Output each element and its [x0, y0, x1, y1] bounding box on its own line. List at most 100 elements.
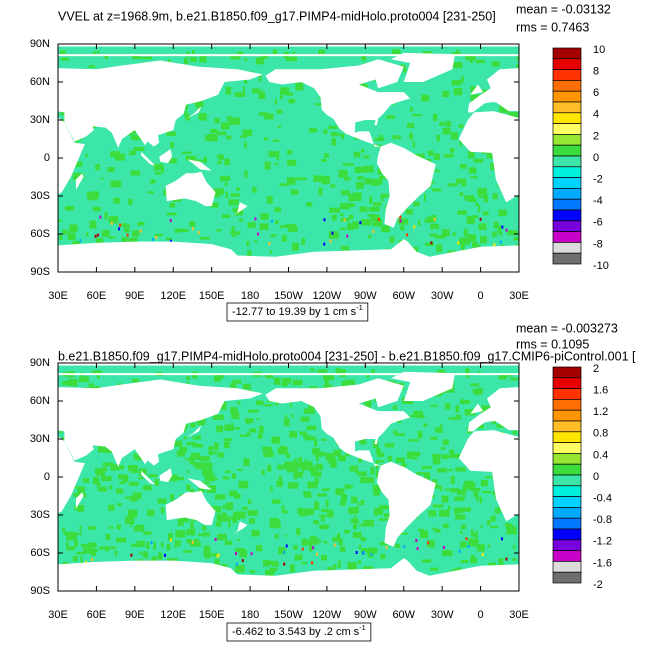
field-patch [132, 492, 142, 500]
land [458, 430, 519, 522]
field-patch [190, 489, 195, 495]
field-patch [412, 456, 418, 460]
field-patch [207, 451, 217, 455]
field-patch [196, 418, 205, 426]
lon-label: 60W [392, 290, 415, 302]
field-patch [374, 137, 385, 142]
field-patch [131, 378, 140, 383]
field-patch [157, 498, 167, 504]
field-patch [318, 49, 326, 55]
field-patch [186, 484, 191, 491]
land [537, 173, 545, 190]
field-patch [138, 477, 144, 480]
field-patch [491, 231, 497, 237]
field-patch [94, 234, 97, 238]
field-patch [166, 212, 177, 216]
lon-label: 150E [199, 290, 225, 302]
field-patch [254, 217, 257, 221]
field-patch [121, 477, 129, 483]
land [187, 478, 212, 490]
lat-label: 60N [30, 76, 50, 88]
field-patch [116, 503, 122, 507]
field-patch [231, 473, 236, 480]
field-patch [274, 207, 281, 213]
field-patch [419, 472, 431, 475]
field-patch [427, 541, 430, 545]
field-patch [62, 527, 66, 533]
field-patch [476, 424, 484, 429]
field-patch [217, 452, 225, 458]
field-patch [322, 488, 330, 491]
field-patch [442, 550, 453, 557]
field-patch [376, 452, 385, 458]
field-patch [143, 531, 152, 535]
field-patch [260, 213, 269, 220]
field-patch [353, 192, 362, 198]
field-patch [124, 496, 134, 499]
field-patch [235, 562, 238, 566]
field-patch [139, 551, 143, 555]
field-patch [341, 380, 348, 388]
field-patch [109, 485, 113, 490]
field-patch [247, 222, 256, 228]
field-patch [237, 539, 241, 542]
field-patch [460, 507, 471, 512]
lon-label: 60E [87, 609, 107, 621]
field-patch [470, 94, 481, 101]
field-patch [79, 239, 82, 243]
colorbar-label: 2 [593, 130, 599, 142]
field-patch [181, 151, 192, 154]
field-patch [76, 139, 79, 144]
field-patch [189, 422, 196, 428]
field-patch [470, 176, 478, 179]
field-patch [95, 238, 104, 244]
land [165, 490, 216, 526]
field-patch [464, 195, 475, 199]
lon-label: 180 [241, 609, 259, 621]
field-patch [302, 540, 312, 546]
field-patch [314, 438, 318, 447]
field-patch [358, 544, 362, 549]
field-patch [136, 540, 145, 547]
field-patch [131, 230, 140, 237]
field-patch [284, 534, 288, 537]
field-patch [104, 211, 108, 220]
lon-label: 60E [87, 290, 107, 302]
field-patch [235, 565, 245, 573]
field-patch [492, 421, 496, 425]
field-patch [468, 150, 475, 159]
field-patch [461, 400, 471, 405]
field-patch [199, 54, 207, 63]
field-patch [316, 552, 319, 556]
field-patch [429, 567, 439, 571]
field-patch [58, 219, 62, 222]
field-patch [95, 548, 99, 552]
field-patch [417, 220, 421, 226]
field-patch [458, 124, 464, 129]
field-patch [148, 474, 158, 478]
field-patch [341, 135, 345, 140]
field-patch [192, 371, 198, 379]
field-patch [90, 558, 93, 562]
lat-label: 30S [30, 190, 50, 202]
field-patch [189, 456, 194, 464]
field-patch [460, 530, 463, 534]
field-patch [283, 550, 286, 554]
colorbar-box [552, 112, 582, 124]
field-patch [255, 57, 265, 65]
field-patch [518, 499, 519, 507]
field-patch [326, 509, 334, 518]
field-patch [202, 468, 213, 476]
field-patch [318, 540, 322, 543]
field-patch [236, 412, 239, 420]
field-patch [343, 177, 349, 181]
field-patch [332, 537, 341, 542]
caption: -12.77 to 19.39 by 1 cm s-1 [232, 303, 363, 318]
field-patch [249, 428, 257, 433]
field-patch [381, 194, 384, 202]
field-patch [185, 113, 190, 121]
polar-cap [58, 54, 519, 57]
field-patch [168, 474, 178, 482]
field-patch [119, 481, 125, 485]
field-patch [380, 193, 389, 198]
